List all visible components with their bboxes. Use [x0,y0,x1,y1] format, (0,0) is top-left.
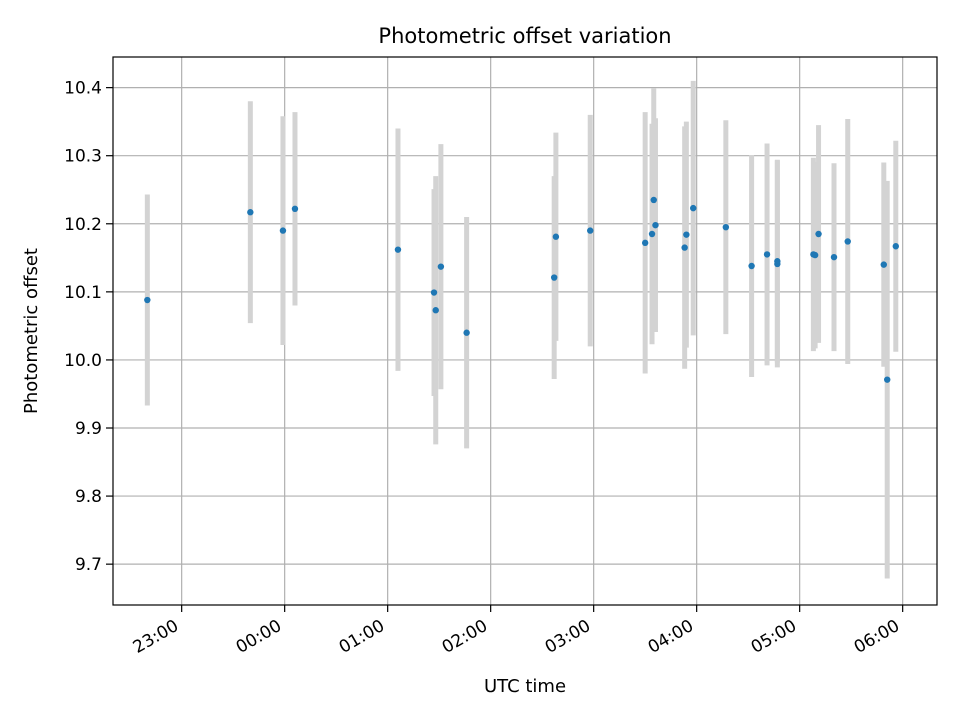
chart-title: Photometric offset variation [378,24,671,48]
data-point [552,233,560,240]
y-tick-label: 9.7 [75,555,102,575]
x-axis-label: UTC time [484,676,566,697]
data-point [683,231,690,238]
data-point [892,243,899,250]
data-point [463,329,470,336]
y-tick-label: 10.3 [64,147,102,167]
data-point [648,230,656,238]
data-point [690,204,697,212]
data-point [587,227,594,234]
data-point [722,223,730,231]
data-point [247,209,254,216]
y-tick-label: 9.9 [75,419,102,439]
data-point [437,263,445,270]
plot-area-frame [112,56,938,606]
y-tick-label: 10.0 [64,351,102,371]
data-point [681,244,688,251]
data-point [430,289,438,296]
data-point [550,274,558,281]
data-points [144,196,899,383]
data-point [748,262,755,270]
data-point [815,230,822,238]
data-point [394,246,402,253]
data-point [144,296,151,304]
grid [113,57,937,605]
data-point [774,260,781,268]
data-point [652,221,659,229]
y-tick-label: 10.2 [64,215,102,235]
y-tick-label: 10.4 [64,79,102,99]
data-point [432,307,439,314]
y-axis-ticks: 9.7 9.8 9.9 10.0 10.1 10.2 10.3 10.4 [64,79,113,575]
y-tick-label: 9.8 [75,487,102,507]
data-point [884,376,891,383]
data-point [763,251,771,258]
data-point [650,196,657,204]
data-point [291,205,299,213]
data-point [844,238,851,245]
data-point [279,227,287,234]
data-point [830,253,838,261]
y-axis-label: Photometric offset [21,248,42,414]
data-point [880,261,887,268]
data-point [811,251,819,259]
y-tick-label: 10.1 [64,283,102,303]
data-point [641,239,649,247]
